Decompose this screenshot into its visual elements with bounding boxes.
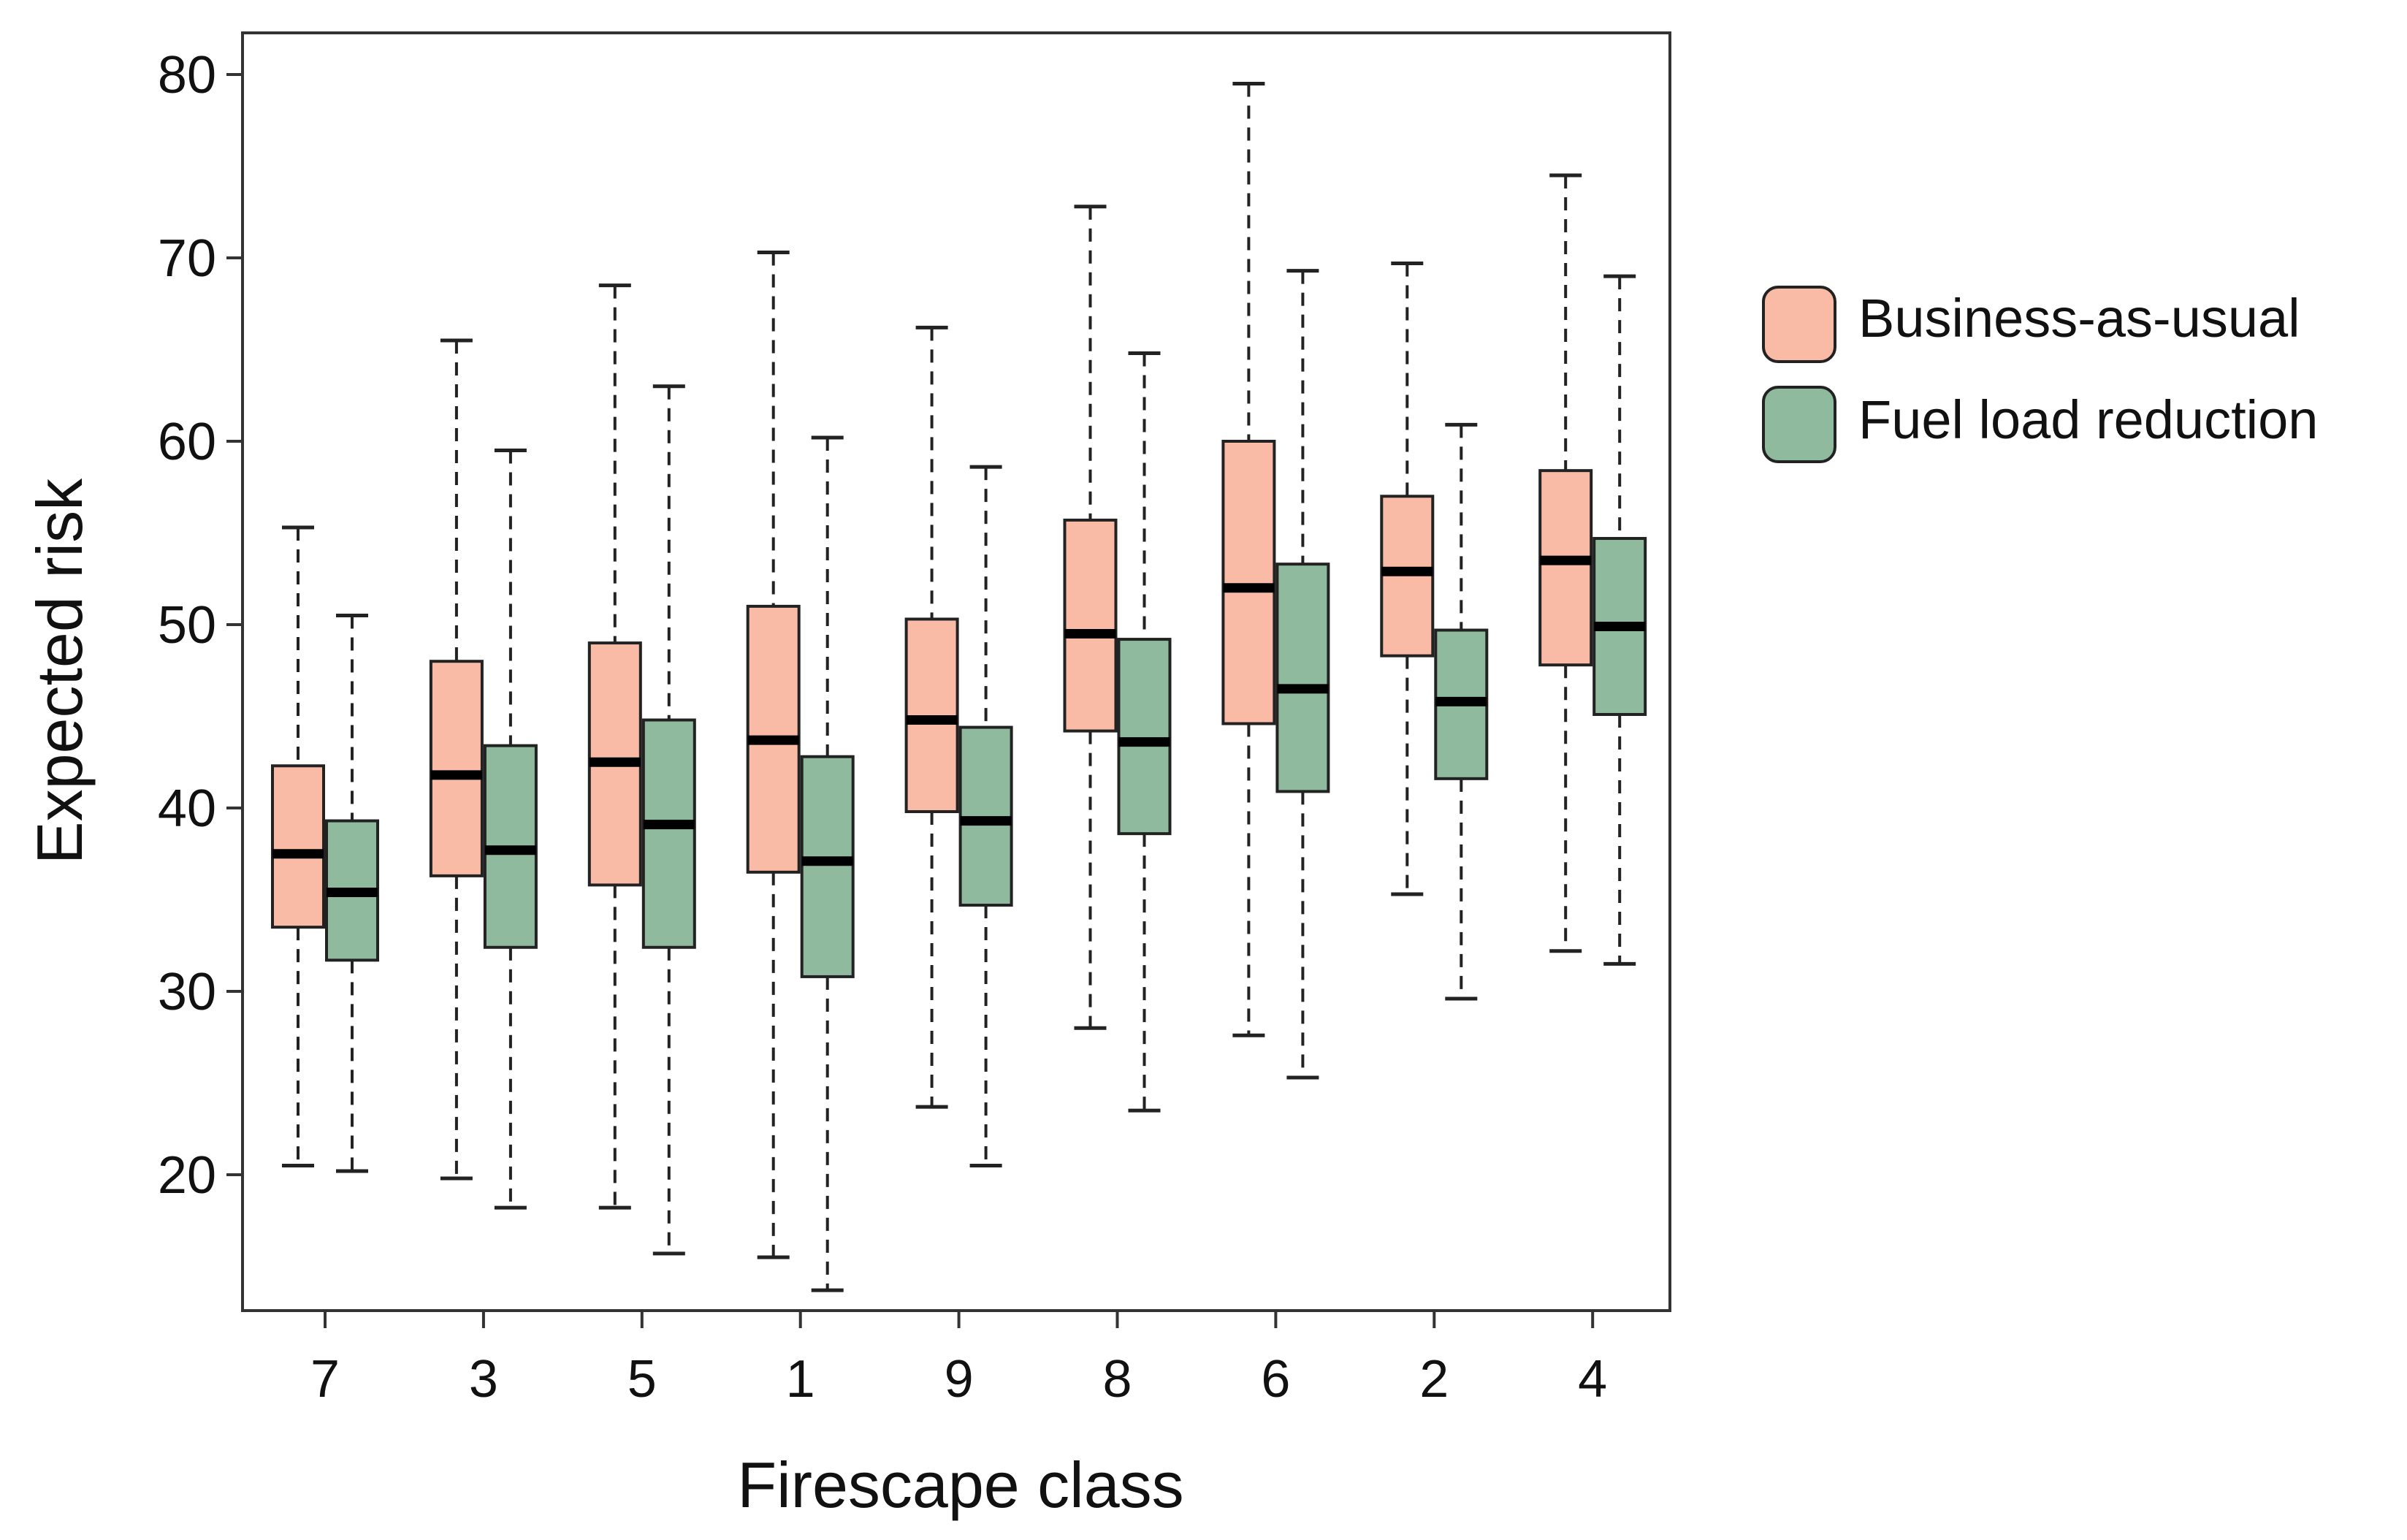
x-tick-label-3: 3: [469, 1350, 498, 1409]
legend-swatch-business-as-usual: [1762, 286, 1836, 363]
box-fuel-load-reduction-class-1: [800, 435, 855, 1292]
box-business-as-usual-class-5: [587, 283, 642, 1210]
box-body-business-as-usual-class-8: [1063, 518, 1118, 733]
box-fuel-load-reduction-class-5: [641, 384, 696, 1256]
y-tick-label-50: 50: [158, 596, 216, 655]
x-tick-label-5: 5: [628, 1350, 657, 1409]
x-tick-label-1: 1: [786, 1350, 815, 1409]
box-business-as-usual-class-6: [1221, 82, 1276, 1037]
box-business-as-usual-class-8: [1063, 205, 1118, 1030]
legend-label-fuel-load-reduction: Fuel load reduction: [1858, 389, 2318, 450]
box-body-business-as-usual-class-4: [1538, 469, 1593, 667]
x-tick-label-8: 8: [1102, 1350, 1132, 1409]
x-tick-label-9: 9: [945, 1350, 974, 1409]
y-axis-title: Expected risk: [23, 478, 96, 864]
plot-area: [271, 82, 1647, 1292]
box-fuel-load-reduction-class-4: [1592, 274, 1647, 966]
box-business-as-usual-class-2: [1380, 262, 1435, 896]
box-business-as-usual-class-9: [904, 325, 959, 1109]
box-body-fuel-load-reduction-class-8: [1117, 638, 1172, 836]
box-business-as-usual-class-4: [1538, 173, 1593, 953]
y-tick-label-40: 40: [158, 779, 216, 838]
legend-label-business-as-usual: Business-as-usual: [1858, 288, 2300, 348]
x-tick-label-7: 7: [310, 1350, 340, 1409]
y-tick-label-20: 20: [158, 1146, 216, 1205]
box-fuel-load-reduction-class-9: [958, 465, 1013, 1167]
y-tick-label-80: 80: [158, 46, 216, 104]
y-tick-label-70: 70: [158, 229, 216, 288]
x-tick-label-4: 4: [1578, 1350, 1607, 1409]
box-body-business-as-usual-class-6: [1221, 440, 1276, 725]
box-fuel-load-reduction-class-2: [1434, 422, 1489, 1001]
legend: Business-as-usual Fuel load reduction: [1762, 286, 2318, 463]
x-tick-label-2: 2: [1419, 1350, 1449, 1409]
box-fuel-load-reduction-class-7: [325, 613, 379, 1173]
axes: 20 30 40 50 60 70 80 7 3 5 1 9 8 6 2 4: [158, 46, 1607, 1409]
box-body-business-as-usual-class-3: [429, 660, 484, 877]
plot-frame: [241, 31, 1671, 1312]
box-body-fuel-load-reduction-class-5: [641, 718, 696, 949]
box-body-fuel-load-reduction-class-6: [1275, 563, 1330, 793]
x-tick-label-6: 6: [1261, 1350, 1290, 1409]
box-business-as-usual-class-3: [429, 338, 484, 1181]
box-business-as-usual-class-7: [271, 525, 325, 1167]
legend-swatch-fuel-load-reduction: [1762, 386, 1836, 463]
y-tick-label-60: 60: [158, 413, 216, 471]
box-fuel-load-reduction-class-3: [483, 449, 538, 1210]
box-fuel-load-reduction-class-8: [1117, 351, 1172, 1113]
y-tick-label-30: 30: [158, 963, 216, 1021]
box-fuel-load-reduction-class-6: [1275, 269, 1330, 1080]
box-business-as-usual-class-1: [746, 250, 801, 1259]
x-axis-title: Firescape class: [737, 1449, 1183, 1521]
box-body-business-as-usual-class-7: [271, 764, 325, 929]
box-body-fuel-load-reduction-class-1: [800, 755, 855, 978]
